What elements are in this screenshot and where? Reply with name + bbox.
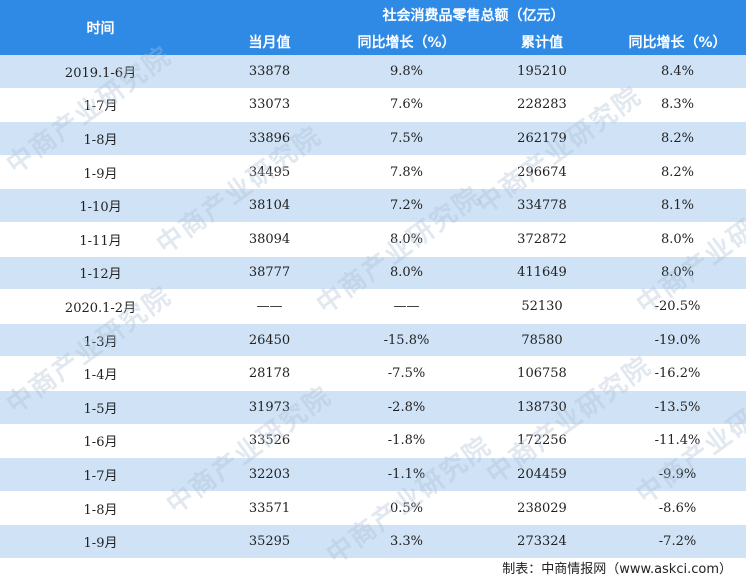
period-cell: 1-8月 — [0, 121, 201, 156]
cumulative-yoy-cell: 8.4% — [609, 55, 746, 89]
monthly-value-cell: 32203 — [201, 457, 338, 492]
cumulative-yoy-cell: 8.2% — [609, 121, 746, 156]
cumulative-value-cell: 228283 — [475, 88, 609, 123]
table-row: 1-9月 35295 3.3% 273324 -7.2% — [0, 524, 746, 559]
monthly-yoy-cell: 0.5% — [338, 491, 475, 526]
cumulative-value-cell: 106758 — [475, 356, 609, 391]
period-cell: 1-7月 — [0, 457, 201, 492]
monthly-yoy-cell: -7.5% — [338, 356, 475, 391]
monthly-value-cell: 35295 — [201, 524, 338, 559]
period-cell: 1-6月 — [0, 424, 201, 459]
monthly-value-cell: 31973 — [201, 390, 338, 425]
cumulative-yoy-cell: -7.2% — [609, 524, 746, 559]
table-row: 1-8月 33896 7.5% 262179 8.2% — [0, 121, 746, 156]
monthly-value-cell: 34495 — [201, 155, 338, 190]
header-cumulative: 累计值 — [475, 29, 609, 55]
monthly-yoy-cell: 9.8% — [338, 55, 475, 89]
cumulative-yoy-cell: -16.2% — [609, 356, 746, 391]
monthly-yoy-cell: -1.1% — [338, 457, 475, 492]
monthly-value-cell: 28178 — [201, 356, 338, 391]
monthly-yoy-cell: -15.8% — [338, 323, 475, 358]
cumulative-yoy-cell: -11.4% — [609, 424, 746, 459]
table-row: 1-11月 38094 8.0% 372872 8.0% — [0, 222, 746, 257]
period-cell: 1-7月 — [0, 88, 201, 123]
source-note: 制表：中商情报网（www.askci.com） — [502, 562, 732, 577]
header-monthly-yoy: 同比增长（%） — [338, 29, 475, 55]
monthly-yoy-cell: 7.8% — [338, 155, 475, 190]
cumulative-value-cell: 372872 — [475, 222, 609, 257]
header-time: 时间 — [0, 0, 201, 55]
cumulative-value-cell: 334778 — [475, 188, 609, 223]
monthly-value-cell: 38104 — [201, 188, 338, 223]
cumulative-value-cell: 204459 — [475, 457, 609, 492]
cumulative-value-cell: 411649 — [475, 256, 609, 291]
table-row: 1-4月 28178 -7.5% 106758 -16.2% — [0, 356, 746, 391]
period-cell: 1-4月 — [0, 356, 201, 391]
period-cell: 1-12月 — [0, 256, 201, 291]
cumulative-yoy-cell: 8.3% — [609, 88, 746, 123]
monthly-value-cell: —— — [201, 289, 338, 324]
period-cell: 1-8月 — [0, 491, 201, 526]
table-row: 1-7月 33073 7.6% 228283 8.3% — [0, 88, 746, 123]
cumulative-yoy-cell: 8.2% — [609, 155, 746, 190]
table-row: 2019.1-6月 33878 9.8% 195210 8.4% — [0, 55, 746, 89]
table-row: 1-5月 31973 -2.8% 138730 -13.5% — [0, 390, 746, 425]
cumulative-yoy-cell: -13.5% — [609, 390, 746, 425]
monthly-yoy-cell: 3.3% — [338, 524, 475, 559]
monthly-value-cell: 33571 — [201, 491, 338, 526]
cumulative-value-cell: 52130 — [475, 289, 609, 324]
monthly-yoy-cell: 8.0% — [338, 256, 475, 291]
period-cell: 1-5月 — [0, 390, 201, 425]
monthly-yoy-cell: -2.8% — [338, 390, 475, 425]
cumulative-value-cell: 273324 — [475, 524, 609, 559]
cumulative-value-cell: 138730 — [475, 390, 609, 425]
table-row: 1-6月 33526 -1.8% 172256 -11.4% — [0, 424, 746, 459]
cumulative-value-cell: 172256 — [475, 424, 609, 459]
cumulative-yoy-cell: -20.5% — [609, 289, 746, 324]
header-monthly: 当月值 — [201, 29, 338, 55]
monthly-value-cell: 33526 — [201, 424, 338, 459]
period-cell: 1-9月 — [0, 524, 201, 559]
monthly-value-cell: 38777 — [201, 256, 338, 291]
period-cell: 2019.1-6月 — [0, 55, 201, 89]
period-cell: 1-9月 — [0, 155, 201, 190]
cumulative-value-cell: 238029 — [475, 491, 609, 526]
table-row: 1-8月 33571 0.5% 238029 -8.6% — [0, 491, 746, 526]
cumulative-value-cell: 78580 — [475, 323, 609, 358]
monthly-value-cell: 33878 — [201, 55, 338, 89]
cumulative-value-cell: 296674 — [475, 155, 609, 190]
period-cell: 1-10月 — [0, 188, 201, 223]
monthly-value-cell: 38094 — [201, 222, 338, 257]
table-row: 1-7月 32203 -1.1% 204459 -9.9% — [0, 457, 746, 492]
table-row: 1-10月 38104 7.2% 334778 8.1% — [0, 188, 746, 223]
period-cell: 1-11月 — [0, 222, 201, 257]
monthly-value-cell: 33896 — [201, 121, 338, 156]
monthly-yoy-cell: -1.8% — [338, 424, 475, 459]
cumulative-value-cell: 262179 — [475, 121, 609, 156]
period-cell: 2020.1-2月 — [0, 289, 201, 324]
cumulative-yoy-cell: 8.1% — [609, 188, 746, 223]
header-cumulative-yoy: 同比增长（%） — [609, 29, 746, 55]
cumulative-yoy-cell: -8.6% — [609, 491, 746, 526]
cumulative-yoy-cell: 8.0% — [609, 256, 746, 291]
table-row: 1-9月 34495 7.8% 296674 8.2% — [0, 155, 746, 190]
table-row: 2020.1-2月 —— —— 52130 -20.5% — [0, 289, 746, 324]
monthly-yoy-cell: 8.0% — [338, 222, 475, 257]
cumulative-yoy-cell: -19.0% — [609, 323, 746, 358]
monthly-yoy-cell: —— — [338, 289, 475, 324]
monthly-yoy-cell: 7.2% — [338, 188, 475, 223]
cumulative-yoy-cell: -9.9% — [609, 457, 746, 492]
table-row: 1-12月 38777 8.0% 411649 8.0% — [0, 256, 746, 291]
cumulative-value-cell: 195210 — [475, 55, 609, 89]
monthly-value-cell: 26450 — [201, 323, 338, 358]
period-cell: 1-3月 — [0, 323, 201, 358]
monthly-yoy-cell: 7.5% — [338, 121, 475, 156]
monthly-value-cell: 33073 — [201, 88, 338, 123]
header-group: 社会消费品零售总额（亿元） — [201, 0, 746, 29]
retail-sales-table: 时间 社会消费品零售总额（亿元） 当月值 同比增长（%） 累计值 同比增长（%）… — [0, 0, 746, 559]
table-row: 1-3月 26450 -15.8% 78580 -19.0% — [0, 323, 746, 358]
monthly-yoy-cell: 7.6% — [338, 88, 475, 123]
cumulative-yoy-cell: 8.0% — [609, 222, 746, 257]
